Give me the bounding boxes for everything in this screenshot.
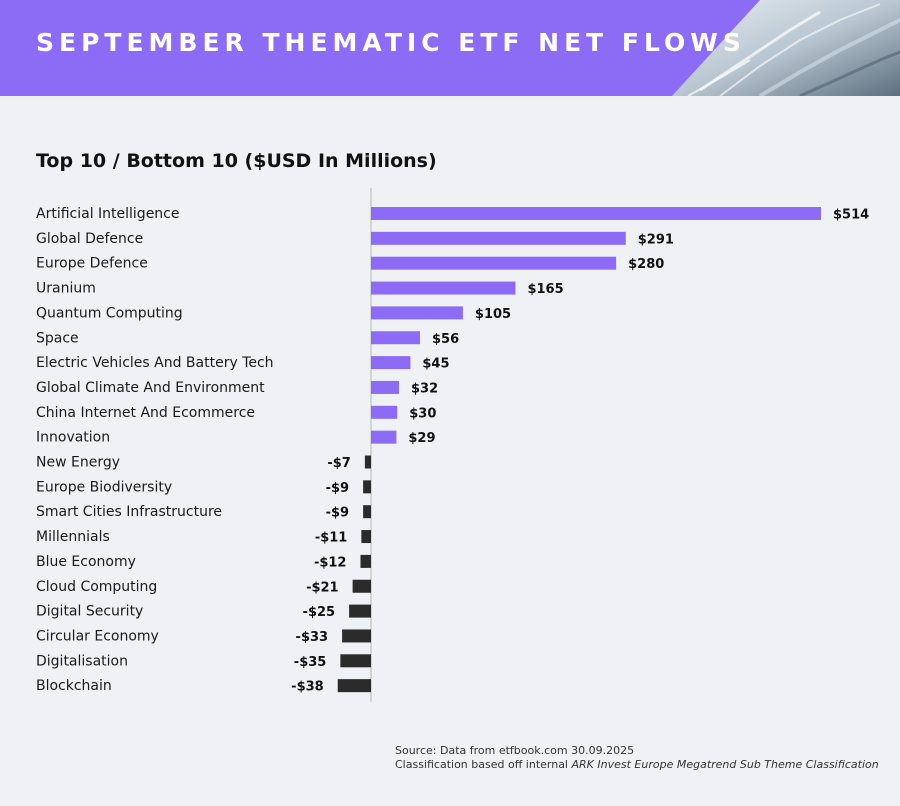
value-label: $105 — [475, 307, 511, 322]
value-label: $56 — [432, 332, 459, 347]
value-label: -$11 — [315, 531, 348, 546]
value-label: -$33 — [296, 630, 329, 645]
value-label: -$35 — [294, 655, 327, 670]
value-label: $514 — [833, 208, 869, 223]
bar — [340, 654, 371, 668]
bar — [349, 604, 371, 618]
category-label: Europe Defence — [36, 256, 148, 272]
bar — [371, 256, 617, 270]
category-label: Innovation — [36, 430, 110, 446]
bar — [371, 380, 400, 394]
category-label: Artificial Intelligence — [36, 206, 180, 222]
bar — [337, 679, 371, 693]
value-label: $45 — [422, 357, 449, 372]
bar — [371, 430, 397, 444]
category-label: Cloud Computing — [36, 579, 157, 595]
value-label: -$9 — [326, 481, 350, 496]
classification-emphasis: ARK Invest Europe Megatrend Sub Theme Cl… — [571, 758, 879, 771]
value-label: -$12 — [314, 555, 347, 570]
classification-line: Classification based off internal ARK In… — [395, 758, 879, 772]
value-label: $291 — [638, 232, 674, 247]
category-label: Millennials — [36, 529, 110, 545]
chart-title: Top 10 / Bottom 10 ($USD In Millions) — [36, 150, 437, 172]
category-label: Space — [36, 330, 79, 346]
category-label: Europe Biodiversity — [36, 479, 172, 495]
category-label: Circular Economy — [36, 628, 159, 644]
value-label: $165 — [527, 282, 563, 297]
category-label: Digitalisation — [36, 653, 128, 669]
bar — [363, 505, 371, 519]
classification-prefix: Classification based off internal — [395, 758, 572, 771]
bar — [361, 530, 371, 544]
bar — [342, 629, 371, 643]
bar — [364, 455, 371, 469]
source-note: Source: Data from etfbook.com 30.09.2025… — [395, 744, 879, 772]
value-label: -$38 — [291, 680, 324, 695]
source-line: Source: Data from etfbook.com 30.09.2025 — [395, 744, 635, 757]
category-label: Global Climate And Environment — [36, 380, 265, 396]
bar — [371, 356, 411, 370]
bar — [352, 579, 371, 593]
category-label: Uranium — [36, 281, 96, 297]
category-label: Smart Cities Infrastructure — [36, 504, 222, 520]
value-label: -$21 — [306, 580, 339, 595]
value-label: -$9 — [326, 506, 350, 521]
value-label: $32 — [411, 381, 438, 396]
waterfall-photo — [672, 0, 900, 96]
bar — [371, 306, 463, 320]
value-label: $30 — [409, 406, 436, 421]
bar — [371, 207, 821, 220]
bar — [371, 281, 516, 295]
value-label: $29 — [408, 431, 435, 446]
category-label: Blue Economy — [36, 554, 136, 570]
value-label: -$7 — [327, 456, 351, 471]
page-title: SEPTEMBER THEMATIC ETF NET FLOWS — [36, 28, 746, 57]
category-label: Global Defence — [36, 231, 143, 247]
category-label: Quantum Computing — [36, 305, 183, 321]
bar — [371, 231, 626, 245]
category-label: China Internet And Ecommerce — [36, 405, 255, 421]
category-label: New Energy — [36, 455, 120, 471]
header-banner: SEPTEMBER THEMATIC ETF NET FLOWS — [0, 0, 900, 96]
bar — [363, 480, 371, 494]
category-label: Electric Vehicles And Battery Tech — [36, 355, 274, 371]
value-label: -$25 — [303, 605, 336, 620]
value-label: $280 — [628, 257, 664, 272]
bar — [360, 554, 371, 568]
bar — [371, 405, 398, 419]
category-label: Digital Security — [36, 604, 143, 620]
bar — [371, 331, 421, 345]
category-label: Blockchain — [36, 678, 112, 694]
